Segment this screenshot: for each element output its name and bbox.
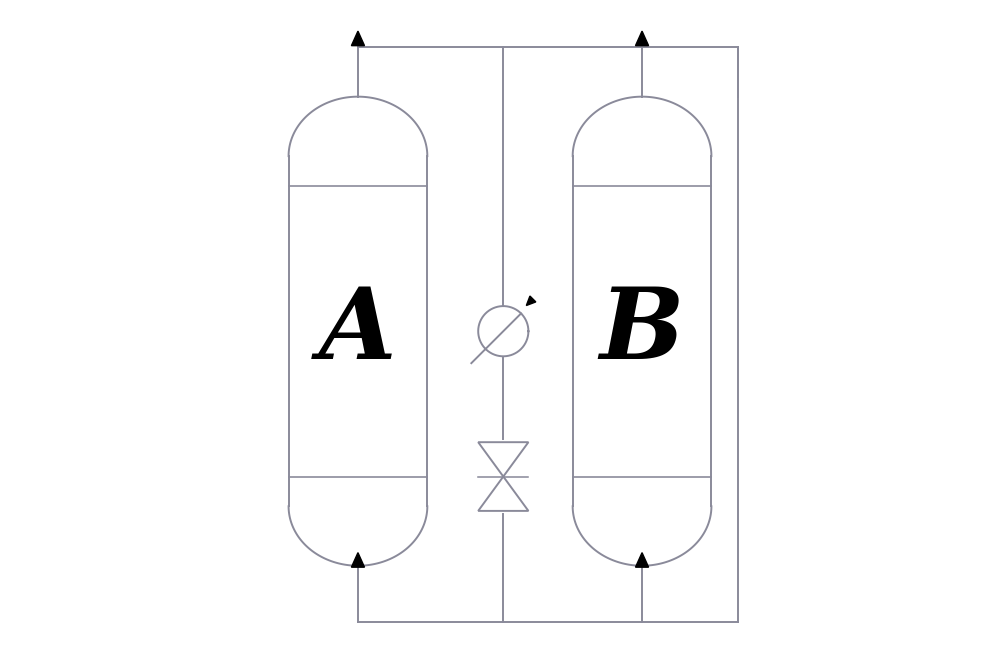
Polygon shape	[351, 553, 364, 567]
Polygon shape	[526, 296, 536, 306]
Polygon shape	[289, 96, 427, 566]
Text: B: B	[600, 283, 684, 379]
Text: A: A	[319, 283, 397, 379]
Polygon shape	[636, 553, 649, 567]
Polygon shape	[351, 31, 364, 45]
Polygon shape	[636, 31, 649, 45]
Polygon shape	[573, 96, 711, 566]
